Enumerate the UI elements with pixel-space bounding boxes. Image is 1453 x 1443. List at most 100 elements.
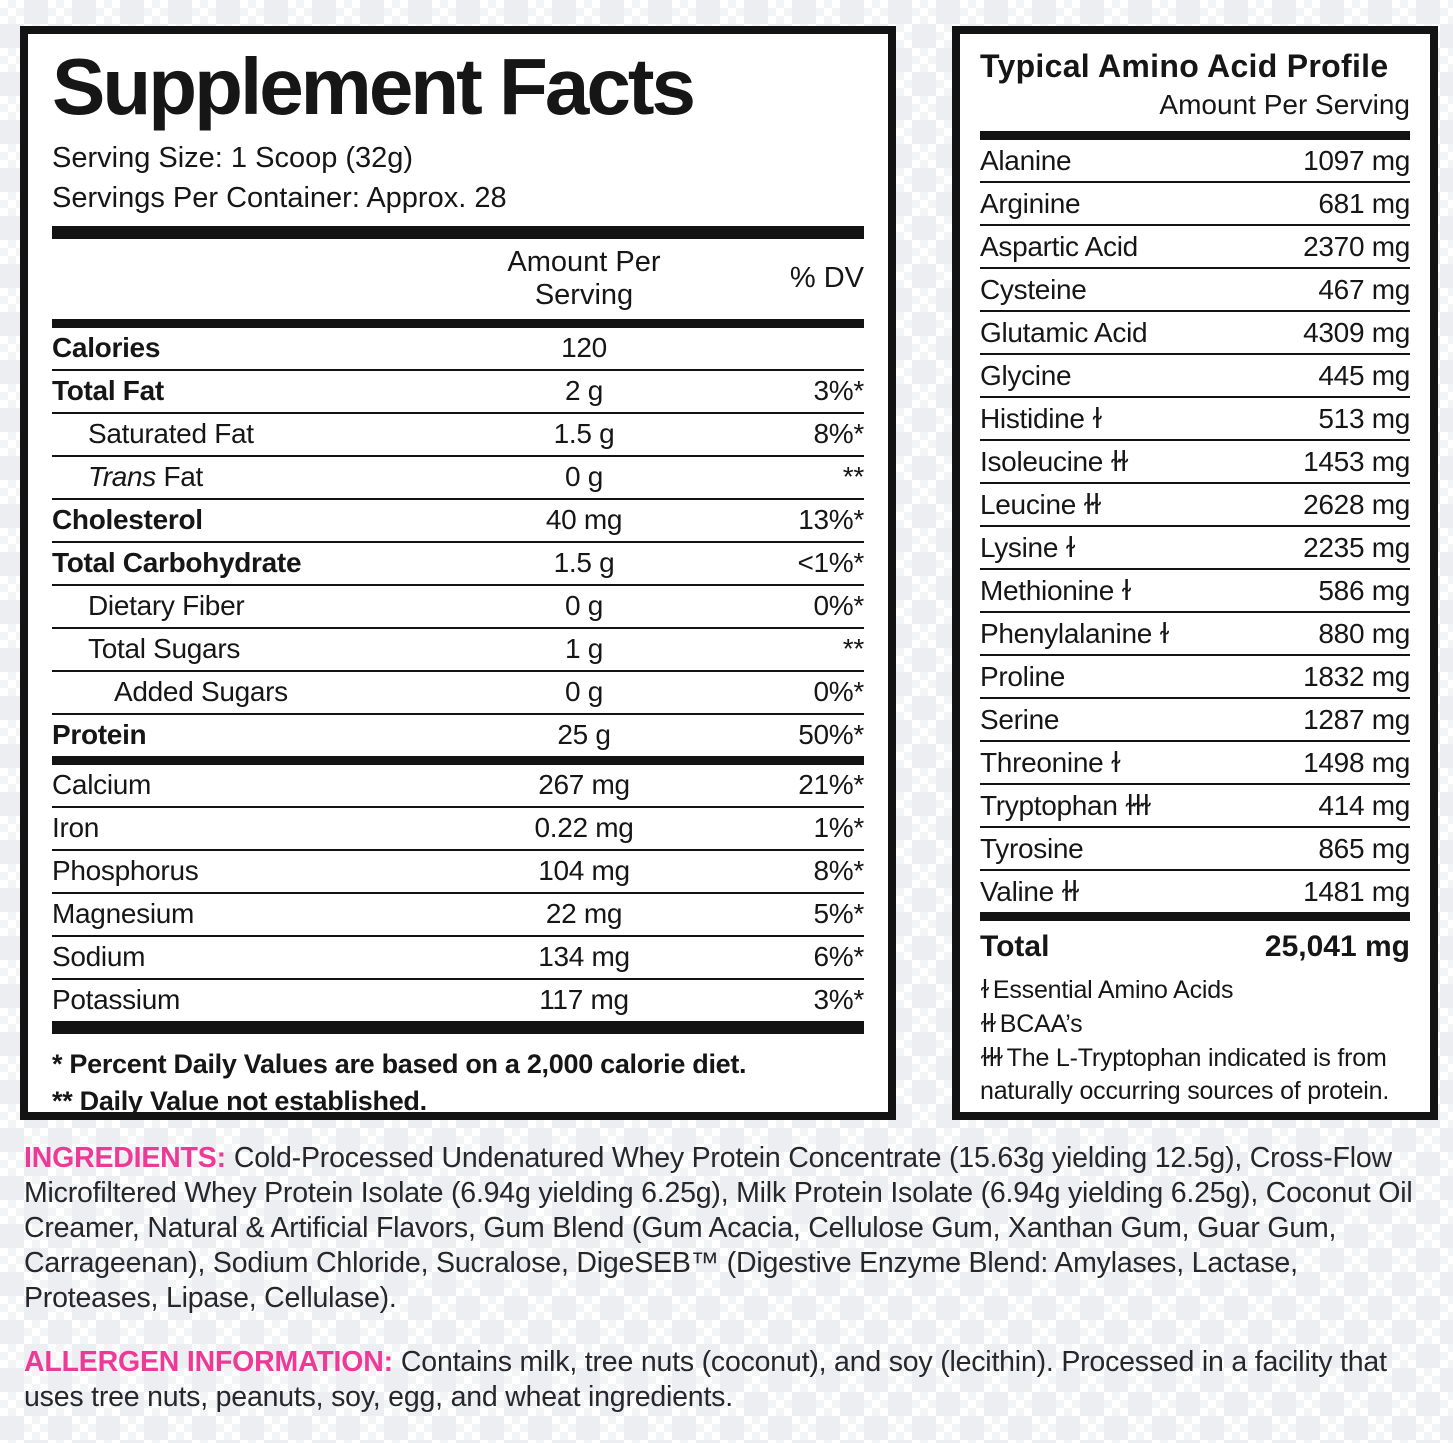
amino-row-amount: 445 mg [1318, 359, 1410, 391]
amino-row-amount: 1287 mg [1303, 703, 1410, 735]
amino-row: Phenylalanine ɫ 880 mg [980, 611, 1410, 654]
facts-row-label: Total Carbohydrate [52, 547, 302, 579]
facts-row-amount: 1.5 g [553, 547, 615, 579]
facts-row-dv: 8%* [813, 855, 865, 887]
amino-row-amount: 2628 mg [1303, 488, 1410, 520]
amino-row-amount: 1481 mg [1303, 875, 1410, 907]
amino-marker-icon: ɫ [1110, 746, 1121, 779]
amino-table: Alanine 1097 mg Arginine 681 mg Aspartic Aci… [980, 140, 1410, 912]
facts-row-amount: 117 mg [539, 984, 629, 1016]
facts-row-label: Magnesium [52, 898, 195, 930]
amino-row-amount: 1097 mg [1303, 144, 1410, 176]
amino-marker-icon: ɫɫɫ [1124, 789, 1152, 822]
amino-row-amount: 467 mg [1318, 273, 1410, 305]
amino-row-label: Tyrosine [980, 832, 1084, 864]
amino-legend-item: ɫ Essential Amino Acids [980, 975, 1234, 1004]
facts-row-label: Cholesterol [52, 504, 203, 536]
facts-footnotes: * Percent Daily Values are based on a 2,… [52, 1046, 864, 1120]
column-percent-dv: % DV [789, 262, 864, 295]
footnote-not-established: ** Daily Value not established. [52, 1085, 427, 1116]
amino-row: Lysine ɫ 2235 mg [980, 525, 1410, 568]
amino-marker-icon: ɫ [1065, 531, 1076, 564]
facts-row-dv: 13%* [798, 504, 864, 536]
amino-row-amount: 1832 mg [1303, 660, 1410, 692]
facts-row: Potassium 117 mg 3%* [52, 977, 865, 1021]
amino-row-amount: 865 mg [1318, 832, 1410, 864]
facts-row-dv: 6%* [813, 941, 865, 973]
facts-row-label: Trans Fat [88, 461, 204, 493]
facts-column-headers: Amount Per Serving % DV [52, 239, 864, 319]
amino-row-label: Phenylalanine ɫ [980, 617, 1170, 650]
facts-row-amount: 2 g [564, 375, 604, 407]
facts-row-amount: 0 g [564, 590, 604, 622]
allergen-text: Contains milk, tree nuts (coconut), and … [24, 1346, 1387, 1413]
facts-row: Total Sugars 1 g ** [52, 626, 865, 670]
amino-legend-item: ɫɫɫ The L-Tryptophan indicated is from na… [980, 1043, 1390, 1105]
amino-legend: ɫ Essential Amino Acids ɫɫ BCAA’s ɫɫɫ The L-T… [980, 973, 1410, 1108]
amino-total-row: Total 25,041 mg [980, 921, 1410, 973]
amino-row-label: Arginine [980, 187, 1081, 219]
supplement-facts-panel: Supplement Facts Serving Size: 1 Scoop (… [20, 26, 896, 1120]
amino-row-amount: 2235 mg [1303, 531, 1410, 563]
amino-row: Arginine 681 mg [980, 181, 1410, 224]
facts-row: Phosphorus 104 mg 8%* [52, 848, 865, 892]
facts-row: Saturated Fat 1.5 g 8%* [52, 411, 864, 455]
facts-row-dv: 3%* [813, 984, 865, 1016]
facts-row-label: Phosphorus [52, 855, 199, 887]
amino-row-amount: 1498 mg [1303, 746, 1410, 778]
amino-row-label: Lysine ɫ [980, 531, 1076, 564]
facts-row: Calories 120 [52, 328, 864, 369]
amino-row-label: Threonine ɫ [980, 746, 1121, 779]
facts-row-dv: 21%* [798, 769, 864, 801]
amino-row: Threonine ɫ 1498 mg [980, 740, 1410, 783]
facts-row-dv: ** [842, 633, 865, 665]
amino-row-label: Leucine ɫɫ [980, 488, 1102, 521]
amino-marker-icon: ɫ [1159, 617, 1170, 650]
facts-row-amount: 134 mg [538, 941, 630, 973]
amino-marker-icon: ɫɫ [1060, 875, 1080, 908]
facts-row-dv: 50%* [798, 719, 864, 751]
facts-row-amount: 1.5 g [553, 418, 615, 450]
amino-row-amount: 4309 mg [1303, 316, 1410, 348]
facts-row-label: Sodium [52, 941, 146, 973]
facts-row: Added Sugars 0 g 0%* [52, 669, 864, 713]
divider-medium [52, 318, 864, 328]
amino-row-label: Histidine ɫ [980, 402, 1103, 435]
column-amount-per-serving: Amount Per Serving [507, 245, 661, 311]
amino-row-amount: 2370 mg [1303, 230, 1410, 262]
facts-row: Magnesium 22 mg 5%* [52, 891, 864, 935]
facts-row-label: Total Sugars [88, 633, 241, 665]
facts-row: Iron 0.22 mg 1%* [52, 805, 864, 849]
amino-marker-icon: ɫ [1091, 402, 1103, 435]
amino-row: Glycine 445 mg [980, 353, 1410, 396]
facts-table: Calories 120 Total Fat 2 g 3%* Saturated Fat 1… [52, 328, 864, 1034]
facts-row-dv: <1%* [797, 547, 864, 579]
amino-row: Serine 1287 mg [980, 697, 1410, 740]
divider-medium [980, 912, 1410, 921]
facts-row-dv: 0%* [813, 590, 865, 622]
amino-row-label: Cysteine [980, 273, 1087, 305]
facts-row: Protein 25 g 50%* [52, 712, 864, 756]
facts-row-amount: 22 mg [545, 898, 623, 930]
ingredients-paragraph: INGREDIENTS: Cold-Processed Undenatured W… [24, 1141, 1436, 1316]
supplement-facts-title: Supplement Facts [52, 42, 696, 131]
ingredients-heading: INGREDIENTS: [24, 1142, 226, 1174]
amino-row-label: Proline [980, 660, 1066, 692]
amino-row-label: Alanine [980, 144, 1072, 176]
serving-size: Serving Size: 1 Scoop (32g) [52, 141, 414, 174]
amino-row: Tyrosine 865 mg [980, 826, 1410, 869]
facts-row-amount: 0 g [564, 461, 604, 493]
facts-row-amount: 120 [561, 332, 607, 364]
amino-profile-title: Typical Amino Acid Profile [980, 48, 1389, 84]
amino-marker-icon: ɫɫ [980, 1009, 997, 1038]
footnote-daily-values: * Percent Daily Values are based on a 2,… [52, 1048, 747, 1079]
amino-marker-icon: ɫ [1120, 574, 1132, 607]
amino-total-label: Total [980, 930, 1050, 963]
ingredients-text: Cold-Processed Undenatured Whey Protein … [24, 1142, 1413, 1314]
amino-row-label: Serine [980, 703, 1060, 735]
amino-row: Leucine ɫɫ 2628 mg [980, 482, 1410, 525]
facts-row-label: Iron [52, 812, 100, 844]
amino-row-amount: 414 mg [1318, 789, 1410, 821]
amino-row: Proline 1832 mg [980, 654, 1410, 697]
amino-row-label: Glycine [980, 359, 1072, 391]
